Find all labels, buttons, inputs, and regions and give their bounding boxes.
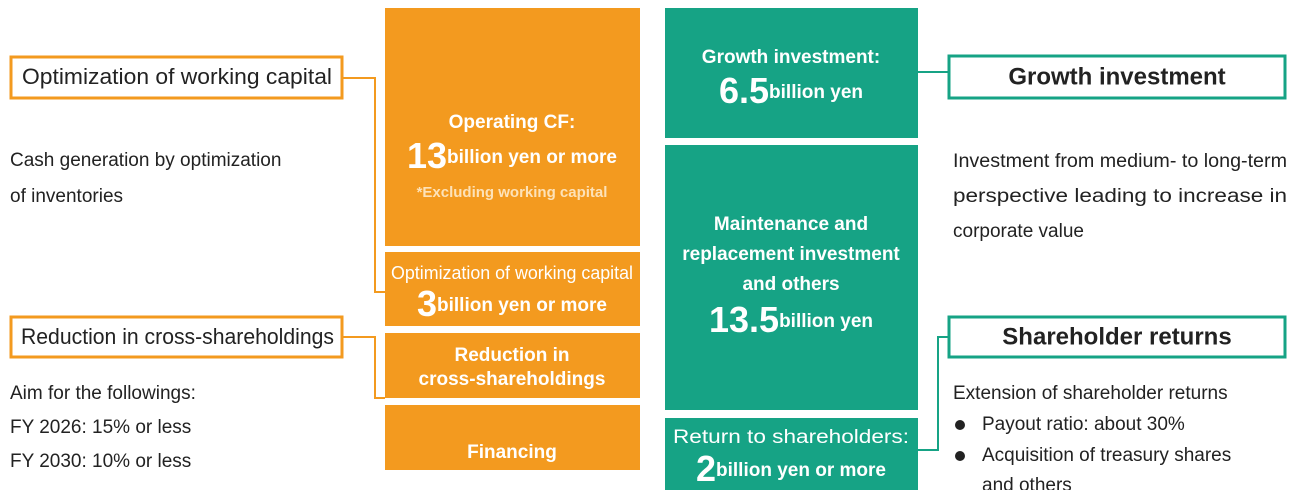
- amount-unit: billion yen or more: [447, 147, 617, 168]
- text-line: corporate value: [953, 221, 1084, 242]
- box-label: Financing: [467, 442, 557, 463]
- box-title: Growth investment: [1008, 63, 1225, 90]
- amount: 3billion yen or more: [417, 283, 607, 324]
- amount-number: 2: [696, 448, 716, 489]
- bullet-text: Acquisition of treasury shares: [982, 445, 1231, 466]
- amount-number: 13.5: [709, 299, 779, 340]
- box-title: Optimization of working capital: [22, 64, 332, 89]
- text-line: perspective leading to increase in: [953, 186, 1287, 207]
- box-label: and others: [742, 274, 839, 295]
- source-box: [385, 333, 640, 398]
- box-label: Optimization of working capital: [391, 263, 633, 283]
- connector: [342, 77, 385, 293]
- amount-unit: billion yen or more: [716, 460, 886, 481]
- box-label: Return to shareholders:: [673, 427, 909, 448]
- text-line: Investment from medium- to long-term: [953, 151, 1287, 172]
- amount-number: 3: [417, 283, 437, 324]
- box-title: Reduction in cross-shareholdings: [21, 324, 334, 349]
- label-box: [947, 315, 1287, 359]
- amount-unit: billion yen: [779, 311, 873, 332]
- amount-number: 6.5: [719, 70, 769, 111]
- amount-unit: billion yen or more: [437, 295, 607, 316]
- amount-unit: billion yen: [769, 82, 863, 103]
- source-box: [385, 8, 640, 246]
- connector: [918, 336, 948, 451]
- text-line: FY 2030: 10% or less: [10, 451, 191, 472]
- connector: [342, 336, 385, 399]
- amount: 13.5billion yen: [709, 299, 873, 340]
- text-line: FY 2026: 15% or less: [10, 417, 191, 438]
- box-label: Maintenance and: [714, 214, 868, 235]
- text-line: Extension of shareholder returns: [953, 383, 1228, 404]
- text-line: Cash generation by optimization: [10, 150, 281, 171]
- box-title: Shareholder returns: [1002, 323, 1231, 350]
- box-label: Growth investment:: [702, 47, 880, 68]
- bullet: [955, 420, 965, 430]
- box-label: Operating CF:: [449, 112, 576, 133]
- text-line: of inventories: [10, 186, 123, 207]
- bullet: [955, 451, 965, 461]
- use-box: [665, 418, 918, 490]
- label-box: [9, 55, 344, 100]
- amount: 2billion yen or more: [696, 448, 886, 489]
- box-label: Reduction in: [454, 345, 569, 366]
- amount: 6.5billion yen: [719, 70, 863, 111]
- amount-number: 13: [407, 135, 447, 176]
- use-box: [665, 8, 918, 138]
- label-box: [947, 54, 1287, 100]
- source-box: [385, 252, 640, 326]
- label-box: [9, 315, 344, 359]
- bullet-text: and others: [982, 475, 1072, 490]
- note: *Excluding working capital: [417, 184, 608, 201]
- text-line: Aim for the followings:: [10, 383, 196, 404]
- box-label: cross-shareholdings: [419, 369, 606, 390]
- bullet-text: Payout ratio: about 30%: [982, 414, 1185, 435]
- source-box: [385, 405, 640, 470]
- box-label: replacement investment: [682, 244, 900, 265]
- amount: 13billion yen or more: [407, 135, 617, 176]
- use-box: [665, 145, 918, 410]
